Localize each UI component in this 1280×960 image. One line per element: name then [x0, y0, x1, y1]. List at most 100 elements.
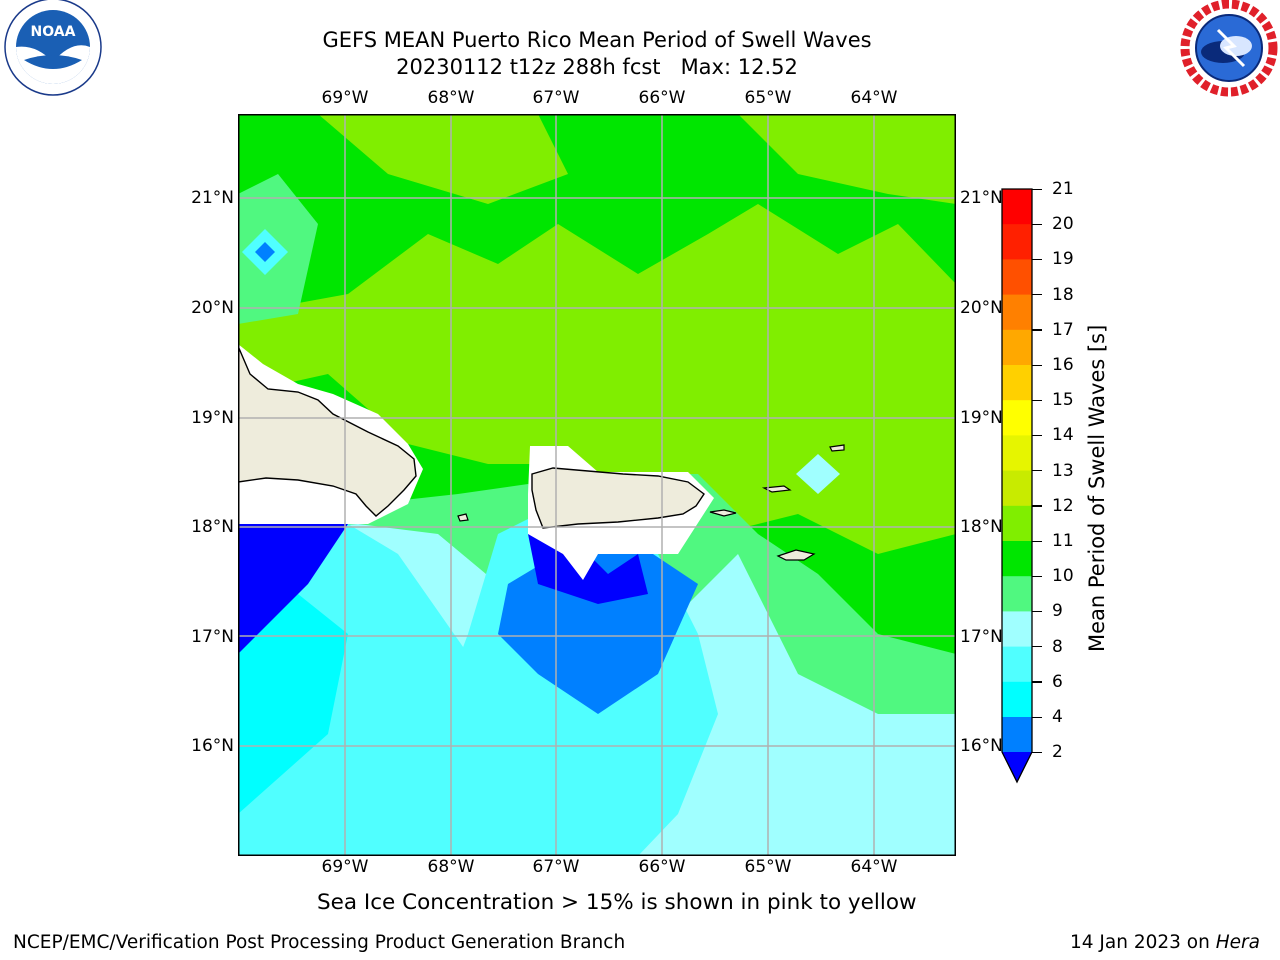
sea-ice-note: Sea Ice Concentration > 15% is shown in …	[317, 890, 917, 915]
lon-label-bottom: 65°W	[744, 857, 792, 877]
colorbar-tick-label: 19	[1052, 249, 1074, 270]
lon-label-bottom: 64°W	[850, 857, 898, 877]
colorbar-tick-mark	[1032, 505, 1042, 507]
lat-label-right: 20°N	[960, 298, 1003, 318]
lat-label-left: 16°N	[191, 736, 234, 756]
colorbar-tick-label: 17	[1052, 319, 1074, 340]
map-frame	[238, 114, 956, 856]
footer-host: Hera	[1215, 932, 1260, 953]
lon-label-top: 67°W	[532, 88, 580, 108]
field-below2-west	[238, 504, 348, 654]
colorbar-band	[1002, 681, 1032, 718]
colorbar-tick-label: 4	[1052, 707, 1063, 727]
colorbar-tick-mark	[1032, 399, 1042, 401]
colorbar-band	[1002, 435, 1032, 471]
colorbar-tick-mark	[1032, 716, 1042, 718]
chart-title: GEFS MEAN Puerto Rico Mean Period of Swe…	[322, 28, 872, 52]
colorbar-tick-mark	[1032, 751, 1042, 753]
colorbar-band	[1002, 365, 1032, 401]
footer-date: 14 Jan 2023 on Hera	[1070, 932, 1260, 953]
diamond-feature-east	[796, 454, 840, 494]
lat-label-left: 17°N	[191, 627, 234, 647]
hispaniola-land	[238, 345, 417, 517]
colorbar-band	[1002, 259, 1032, 295]
lon-label-top: 69°W	[321, 88, 369, 108]
colorbar-band	[1002, 470, 1032, 507]
colorbar-tick-label: 21	[1052, 179, 1074, 199]
colorbar-tick-mark	[1032, 610, 1042, 613]
colorbar-tick-label: 6	[1052, 671, 1063, 692]
lat-label-left: 20°N	[191, 298, 234, 318]
colorbar	[1001, 188, 1033, 784]
lat-label-right: 18°N	[960, 517, 1003, 537]
graticule	[238, 114, 956, 856]
lat-label-right: 19°N	[960, 408, 1003, 428]
st-croix-island	[776, 549, 816, 561]
colorbar-tick-label: 18	[1052, 284, 1074, 305]
colorbar-tick-label: 2	[1052, 742, 1063, 763]
colorbar-band	[1002, 329, 1032, 366]
lon-label-bottom: 69°W	[321, 857, 369, 877]
lon-label-bottom: 67°W	[532, 857, 580, 877]
virgin-islands	[761, 485, 792, 493]
lon-label-bottom: 66°W	[638, 857, 686, 877]
anegada-island	[829, 444, 845, 452]
svg-text:NOAA: NOAA	[31, 24, 76, 40]
colorbar-tick-label: 12	[1052, 495, 1074, 516]
colorbar-tick-label: 9	[1052, 601, 1063, 622]
colorbar-bands	[1002, 189, 1032, 753]
colorbar-band	[1002, 224, 1032, 260]
colorbar-band	[1002, 505, 1032, 542]
lon-label-bottom: 68°W	[427, 857, 475, 877]
lat-label-right: 16°N	[960, 736, 1003, 756]
colorbar-tick-mark	[1032, 470, 1042, 472]
vieques-island	[709, 509, 737, 517]
colorbar-tick-label: 8	[1052, 636, 1063, 657]
colorbar-tick-mark	[1032, 223, 1042, 225]
lat-label-left: 19°N	[191, 408, 234, 428]
footer-branch: NCEP/EMC/Verification Post Processing Pr…	[13, 932, 626, 953]
colorbar-tick-label: 15	[1052, 390, 1074, 411]
colorbar-tick-mark	[1032, 646, 1042, 648]
colorbar-extend-triangle	[1002, 752, 1032, 782]
colorbar-tick-label: 13	[1052, 460, 1074, 481]
colorbar-title: Mean Period of Swell Waves [s]	[1085, 324, 1109, 652]
colorbar-tick-mark	[1032, 681, 1042, 683]
colorbar-band	[1002, 400, 1032, 436]
colorbar-tick-mark	[1032, 434, 1042, 437]
colorbar-tick-mark	[1032, 364, 1042, 366]
colorbar-tick-label: 16	[1052, 355, 1074, 375]
colorbar-tick-mark	[1032, 294, 1042, 296]
lat-label-right: 21°N	[960, 188, 1003, 208]
nws-logo	[1180, 0, 1278, 97]
chart-subtitle: 20230112 t12z 288h fcst Max: 12.52	[396, 55, 798, 79]
mona-island	[457, 513, 469, 522]
noaa-logo: NOAA	[4, 0, 102, 96]
lat-label-right: 17°N	[960, 627, 1003, 647]
colorbar-tick-mark	[1032, 258, 1042, 261]
colorbar-tick-mark	[1032, 329, 1042, 331]
colorbar-band	[1002, 541, 1032, 577]
map-panel	[238, 114, 956, 856]
lon-label-top: 66°W	[638, 88, 686, 108]
lon-label-top: 65°W	[744, 88, 792, 108]
colorbar-band	[1002, 646, 1032, 683]
puerto-rico-land	[531, 467, 705, 529]
colorbar-tick-label: 20	[1052, 214, 1074, 235]
lat-label-left: 21°N	[191, 188, 234, 208]
lat-label-left: 18°N	[191, 517, 234, 537]
colorbar-tick-label: 14	[1052, 425, 1074, 446]
field-4to6	[238, 594, 348, 814]
colorbar-tick-label: 10	[1052, 566, 1074, 587]
colorbar-band	[1002, 717, 1032, 753]
colorbar-outline	[1001, 188, 1033, 784]
footer-date-text: 14 Jan 2023 on	[1070, 932, 1210, 953]
colorbar-band	[1002, 576, 1032, 612]
colorbar-tick-mark	[1032, 188, 1042, 190]
colorbar-tick-mark	[1032, 540, 1042, 542]
field-11to12	[238, 204, 956, 554]
colorbar-tick-mark	[1032, 575, 1042, 577]
colorbar-band	[1002, 189, 1032, 225]
colorbar-band	[1002, 294, 1032, 331]
colorbar-band	[1002, 611, 1032, 647]
